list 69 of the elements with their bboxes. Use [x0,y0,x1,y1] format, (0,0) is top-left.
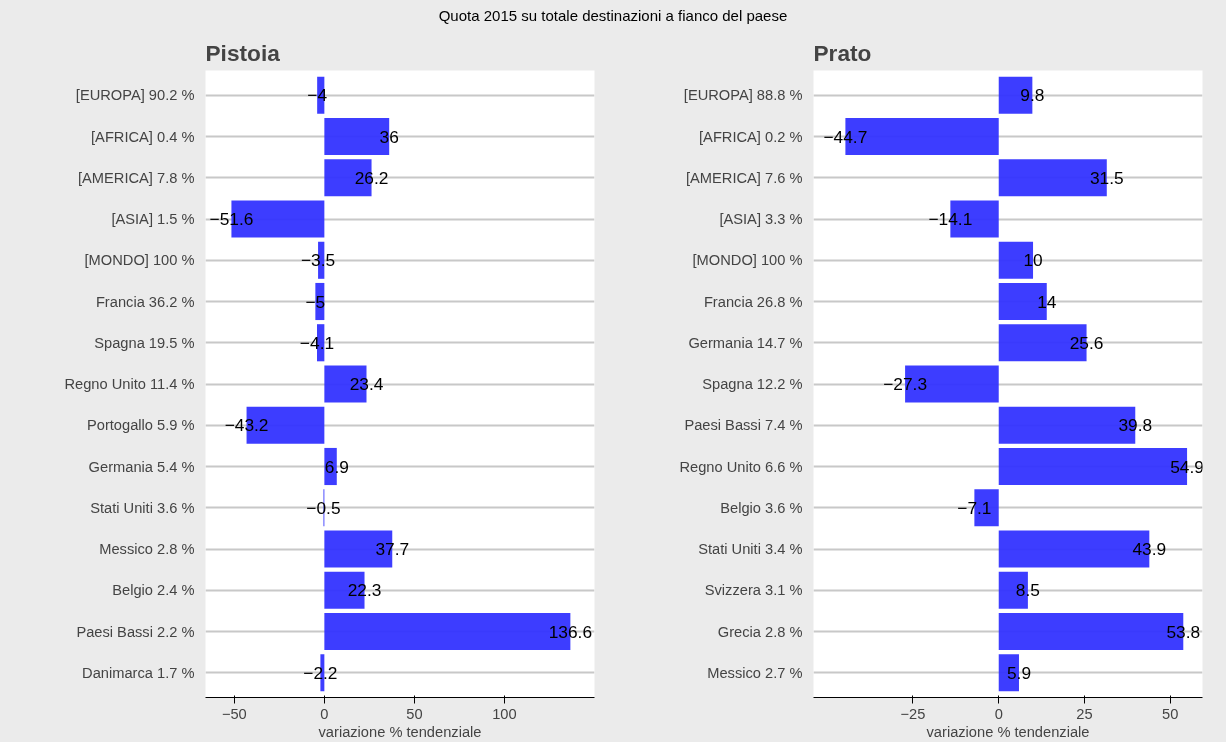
y-tick-label: Stati Uniti 3.6 % [90,499,195,516]
x-tick-label: 0 [994,705,1003,722]
y-tick-label: Belgio 2.4 % [112,582,195,599]
y-tick-label: Regno Unito 11.4 % [64,376,195,392]
chart-title: Prato [813,39,872,66]
y-tick-label: [ASIA] 1.5 % [111,211,195,227]
x-tick-label: 50 [1162,705,1179,722]
data-label: −5 [305,291,326,312]
data-label: 23.4 [349,374,384,394]
y-tick-label: Germania 14.7 % [688,334,803,351]
x-tick-label: 25 [1076,705,1093,722]
x-axis-title: variazione % tendenziale [926,723,1090,740]
x-tick-label: 50 [406,705,423,722]
y-tick-label: [ASIA] 3.3 % [719,211,803,227]
data-label: 53.8 [1166,621,1201,642]
y-tick-label: Grecia 2.8 % [717,623,803,640]
data-label: 10 [1023,250,1043,271]
data-label: −51.6 [209,209,254,229]
data-label: −14.1 [928,209,973,229]
data-label: 9.8 [1020,85,1045,106]
data-label: −43.2 [224,415,269,436]
y-tick-label: [MONDO] 100 % [84,252,195,269]
text: Quota 2015 su totale destinazioni a fianco del paese [438,6,788,26]
y-tick-label: Francia 26.8 % [703,293,803,310]
y-tick-label: Spagna 12.2 % [702,376,803,392]
data-label: 26.2 [354,167,389,188]
y-tick-label: Spagna 19.5 % [94,334,195,351]
y-tick-label: Regno Unito 6.6 % [679,458,803,475]
y-tick-label: [EUROPA] 90.2 % [75,87,195,104]
data-label: 36 [379,126,399,147]
data-label: 37.7 [375,539,410,559]
data-label: 8.5 [1015,580,1040,601]
y-tick-label: Portogallo 5.9 % [86,417,195,434]
y-tick-label: [AFRICA] 0.4 % [91,128,195,145]
data-label: 31.5 [1089,167,1124,188]
y-tick-label: Messico 2.7 % [707,664,803,681]
chart-title: Pistoia [205,39,281,66]
x-tick-label: 0 [320,705,329,722]
data-label: −27.3 [883,374,928,394]
y-tick-label: Belgio 3.6 % [720,499,803,516]
data-label: 25.6 [1069,332,1104,353]
y-tick-label: Paesi Bassi 2.2 % [76,623,195,640]
data-label: 22.3 [347,580,382,601]
x-tick-label: −50 [221,705,247,722]
data-label: 54.9 [1170,456,1204,477]
y-tick-label: [AMERICA] 7.8 % [78,169,195,186]
y-tick-label: Danimarca 1.7 % [82,664,195,681]
y-tick-label: Francia 36.2 % [95,293,195,310]
data-label: 6.9 [324,456,349,477]
data-label: 136.6 [548,621,593,642]
data-label: 43.9 [1132,539,1167,559]
data-label: 14 [1037,291,1057,312]
y-tick-label: Messico 2.8 % [99,541,195,557]
y-tick-label: [EUROPA] 88.8 % [683,87,803,104]
x-axis-title: variazione % tendenziale [318,723,482,740]
x-tick-label: −25 [900,705,926,722]
data-label: −44.7 [823,126,868,147]
y-tick-label: [AFRICA] 0.2 % [699,128,803,145]
x-tick-label: 100 [492,705,517,722]
data-label: −7.1 [957,497,992,518]
data-label: 39.8 [1118,415,1153,436]
y-tick-label: [AMERICA] 7.6 % [686,169,803,186]
data-label: −0.5 [306,497,341,518]
y-tick-label: Germania 5.4 % [88,458,195,475]
y-tick-label: Stati Uniti 3.4 % [698,541,803,557]
y-tick-label: Svizzera 3.1 % [704,582,803,599]
data-label: 5.9 [1006,662,1032,683]
y-tick-label: Paesi Bassi 7.4 % [684,417,803,434]
y-tick-label: [MONDO] 100 % [692,252,803,269]
